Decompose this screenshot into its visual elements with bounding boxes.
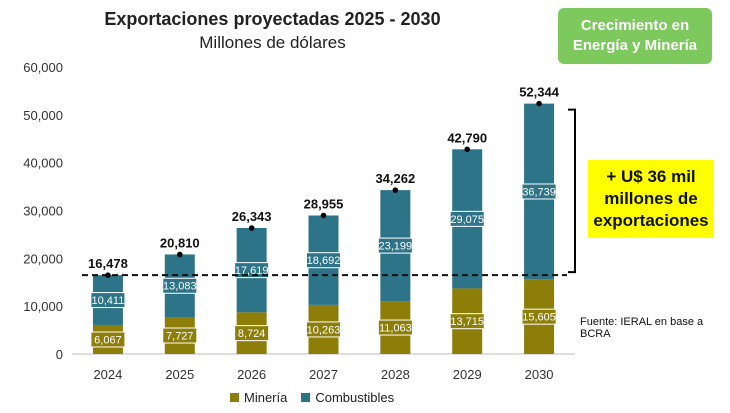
- data-label-mineria: 13,715: [450, 316, 484, 328]
- total-label: 20,810: [160, 235, 200, 250]
- y-tick-label: 30,000: [23, 204, 63, 219]
- growth-callout: + U$ 36 mil millones de exportaciones: [588, 160, 714, 238]
- data-label-combustibles: 18,692: [307, 255, 341, 267]
- data-label-combustibles: 36,739: [522, 186, 556, 198]
- data-label-combustibles: 10,411: [92, 295, 125, 307]
- data-label-box-mineria: [90, 331, 126, 348]
- data-label-box-mineria: [234, 325, 270, 342]
- legend: Minería Combustibles: [230, 390, 394, 405]
- data-label-box-mineria: [449, 313, 485, 330]
- data-label-combustibles: 29,075: [450, 214, 484, 226]
- data-label-box-combustibles: [90, 292, 126, 309]
- total-label: 26,343: [232, 209, 272, 224]
- data-label-mineria: 11,063: [379, 323, 412, 335]
- y-tick-label: 20,000: [23, 251, 63, 266]
- data-label-box-combustibles: [162, 277, 198, 294]
- legend-label-mineria: Minería: [244, 390, 288, 405]
- y-tick-label: 0: [56, 347, 63, 362]
- data-label-mineria: 7,727: [166, 331, 194, 343]
- data-label-box-combustibles: [234, 262, 270, 279]
- x-tick-label: 2025: [165, 367, 194, 382]
- data-label-box-combustibles: [306, 252, 341, 269]
- data-label-combustibles: 13,083: [163, 281, 197, 293]
- chart-title: Exportaciones proyectadas 2025 - 2030: [104, 9, 441, 29]
- data-label-box-mineria: [306, 321, 341, 338]
- total-marker: [176, 251, 183, 258]
- x-tick-label: 2028: [381, 367, 410, 382]
- total-label: 34,262: [375, 171, 415, 186]
- data-label-box-mineria: [162, 327, 198, 344]
- y-tick-label: 60,000: [23, 60, 63, 75]
- data-label-box-combustibles: [521, 183, 557, 200]
- data-label-combustibles: 23,199: [379, 241, 413, 253]
- chart-subtitle: Millones de dólares: [199, 33, 346, 52]
- y-tick-label: 50,000: [23, 108, 63, 123]
- total-marker: [320, 212, 327, 219]
- legend-swatch-mineria: [230, 393, 239, 402]
- data-label-box-combustibles: [449, 210, 485, 227]
- data-label-mineria: 15,605: [522, 312, 556, 324]
- source-note: Fuente: IERAL en base a BCRA: [580, 316, 704, 340]
- total-label: 28,955: [304, 196, 344, 211]
- legend-swatch-combustibles: [301, 393, 311, 402]
- x-tick-label: 2029: [453, 367, 482, 382]
- x-tick-label: 2024: [93, 367, 122, 382]
- data-label-box-mineria: [377, 319, 413, 336]
- y-tick-label: 10,000: [23, 299, 63, 314]
- total-marker: [464, 146, 471, 153]
- growth-bracket: [568, 108, 576, 274]
- growth-badge: Crecimiento en Energía y Minería: [558, 8, 712, 64]
- legend-item-combustibles: Combustibles: [301, 390, 394, 405]
- total-label: 42,790: [447, 130, 487, 145]
- data-label-box-mineria: [521, 308, 557, 325]
- data-label-box-combustibles: [377, 237, 413, 254]
- x-tick-label: 2026: [237, 367, 266, 382]
- data-label-mineria: 10,263: [307, 324, 341, 336]
- total-marker: [248, 225, 255, 231]
- legend-label-combustibles: Combustibles: [315, 390, 395, 405]
- x-tick-label: 2027: [309, 367, 338, 382]
- data-label-combustibles: 17,619: [235, 265, 269, 277]
- total-label: 16,478: [88, 256, 128, 271]
- total-marker: [392, 187, 399, 193]
- x-tick-label: 2030: [525, 367, 554, 382]
- legend-item-mineria: Minería: [230, 390, 287, 405]
- y-tick-label: 40,000: [23, 156, 63, 171]
- data-label-mineria: 6,067: [94, 334, 122, 346]
- data-label-mineria: 8,724: [238, 328, 266, 340]
- total-marker: [536, 100, 542, 107]
- total-label: 52,344: [519, 85, 560, 100]
